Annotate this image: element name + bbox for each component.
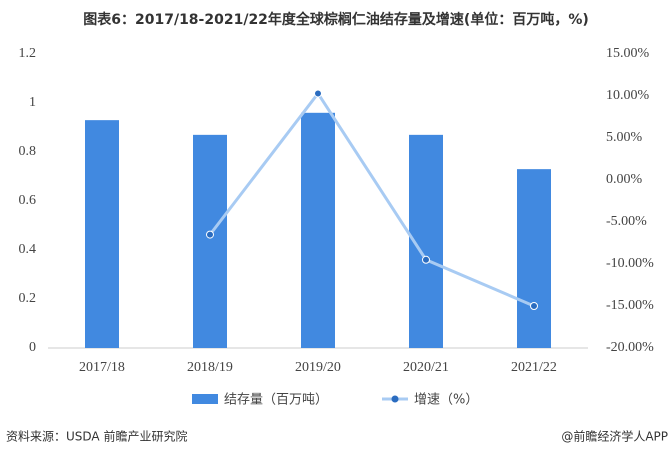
credit: @前瞻经济学人APP [561, 429, 668, 444]
line-marker [422, 255, 430, 264]
y-tick-label: 1 [29, 95, 36, 110]
y2-tick-label: 0.00% [606, 172, 643, 187]
y-tick-label: 1.2 [19, 46, 37, 61]
legend-swatch [192, 394, 218, 404]
bar [301, 112, 335, 348]
legend-label: 增速（%） [414, 393, 478, 408]
bar [517, 169, 551, 348]
line-marker [314, 89, 322, 98]
x-tick-label: 2020/21 [403, 360, 449, 375]
y2-tick-label: -15.00% [606, 298, 654, 313]
y-tick-label: 0 [29, 340, 36, 355]
x-tick-label: 2018/19 [187, 360, 233, 375]
y-tick-label: 0.8 [19, 144, 37, 159]
chart-title: 图表6：2017/18-2021/22年度全球棕榈仁油结存量及增速(单位：百万吨… [83, 11, 589, 28]
line-marker [530, 302, 538, 310]
y-tick-label: 0.2 [19, 291, 37, 306]
bar [193, 134, 227, 348]
y2-tick-label: 15.00% [606, 46, 650, 61]
y-tick-label: 0.4 [19, 242, 37, 257]
y2-tick-label: -10.00% [606, 256, 654, 271]
x-tick-label: 2021/22 [511, 360, 557, 375]
x-tick-label: 2017/18 [79, 360, 125, 375]
legend-swatch [391, 395, 399, 403]
y2-tick-label: 10.00% [606, 88, 650, 103]
legend-label: 结存量（百万吨） [224, 393, 328, 408]
y2-tick-label: 5.00% [606, 130, 643, 145]
y2-tick-label: -5.00% [606, 214, 647, 229]
line-marker [206, 230, 214, 239]
source: 资料来源：USDA 前瞻产业研究院 [6, 429, 187, 444]
x-tick-label: 2019/20 [295, 360, 341, 375]
y2-tick-label: -20.00% [606, 340, 654, 355]
y-tick-label: 0.6 [19, 193, 37, 208]
line [208, 90, 535, 308]
bar [85, 120, 119, 349]
